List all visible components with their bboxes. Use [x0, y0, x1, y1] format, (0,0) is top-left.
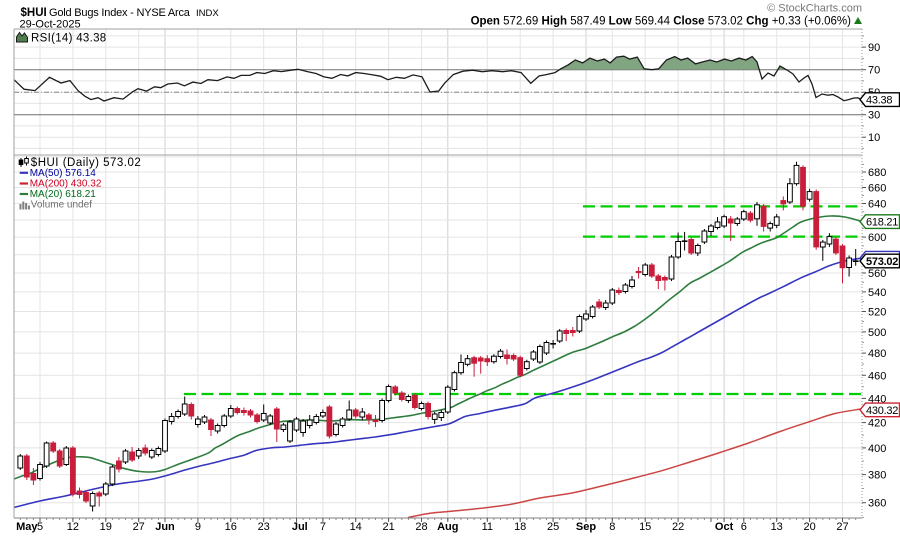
- svg-text:13: 13: [771, 521, 783, 533]
- svg-text:$HUI (Daily) 573.02: $HUI (Daily) 573.02: [31, 157, 141, 169]
- svg-text:11: 11: [482, 521, 493, 533]
- svg-text:420: 420: [868, 418, 886, 430]
- svg-text:20: 20: [803, 521, 815, 533]
- svg-text:MA(20) 618.21: MA(20) 618.21: [30, 189, 97, 200]
- svg-text:540: 540: [868, 287, 886, 299]
- svg-text:660: 660: [868, 183, 886, 195]
- svg-text:618.21: 618.21: [866, 217, 898, 229]
- svg-text:27: 27: [836, 521, 848, 533]
- svg-text:INDX: INDX: [196, 8, 219, 19]
- svg-text:16: 16: [225, 521, 237, 533]
- svg-text:May: May: [16, 521, 38, 533]
- svg-text:43.38: 43.38: [866, 95, 892, 107]
- svg-text:12: 12: [67, 521, 79, 533]
- svg-text:380: 380: [868, 470, 886, 482]
- svg-text:400: 400: [868, 443, 886, 455]
- svg-text:Sep: Sep: [576, 521, 596, 533]
- svg-text:MA(50) 576.14: MA(50) 576.14: [30, 168, 97, 179]
- svg-text:Oct: Oct: [715, 521, 734, 533]
- svg-text:600: 600: [868, 232, 886, 244]
- svg-text:14: 14: [350, 521, 362, 533]
- svg-text:90: 90: [868, 42, 880, 54]
- svg-text:460: 460: [868, 370, 886, 382]
- svg-text:Jul: Jul: [292, 521, 308, 533]
- svg-text:680: 680: [868, 167, 886, 179]
- svg-text:480: 480: [868, 348, 886, 360]
- svg-text:15: 15: [639, 521, 651, 533]
- svg-text:5: 5: [37, 521, 43, 533]
- svg-text:9: 9: [195, 521, 201, 533]
- svg-text:573.02: 573.02: [866, 256, 898, 268]
- svg-text:640: 640: [868, 199, 886, 211]
- svg-text:25: 25: [547, 521, 559, 533]
- svg-text:21: 21: [382, 521, 394, 533]
- svg-text:18: 18: [514, 521, 526, 533]
- svg-text:Jun: Jun: [155, 521, 175, 533]
- svg-text:Volume undef: Volume undef: [31, 200, 92, 211]
- svg-text:6: 6: [741, 521, 747, 533]
- svg-text:Open 572.69 High 587.49 Low 56: Open 572.69 High 587.49 Low 569.44 Close…: [471, 16, 852, 28]
- svg-text:500: 500: [868, 327, 886, 339]
- svg-text:28: 28: [415, 521, 427, 533]
- svg-text:27: 27: [133, 521, 145, 533]
- svg-text:19: 19: [100, 521, 112, 533]
- svg-text:22: 22: [672, 521, 684, 533]
- svg-text:360: 360: [868, 498, 886, 510]
- svg-text:RSI(14) 43.38: RSI(14) 43.38: [31, 33, 107, 45]
- svg-text:© StockCharts.com: © StockCharts.com: [767, 3, 862, 15]
- svg-text:70: 70: [868, 65, 880, 77]
- svg-text:MA(200) 430.32: MA(200) 430.32: [30, 178, 102, 189]
- svg-text:23: 23: [258, 521, 270, 533]
- svg-text:Aug: Aug: [437, 521, 458, 533]
- svg-text:29-Oct-2025: 29-Oct-2025: [20, 19, 81, 31]
- svg-text:Gold Bugs Index - NYSE Arca: Gold Bugs Index - NYSE Arca: [49, 7, 191, 19]
- svg-text:30: 30: [868, 110, 880, 122]
- svg-text:520: 520: [868, 307, 886, 319]
- svg-text:10: 10: [868, 132, 880, 144]
- svg-text:$HUI: $HUI: [21, 7, 47, 19]
- svg-text:8: 8: [609, 521, 615, 533]
- svg-text:430.32: 430.32: [866, 405, 898, 417]
- svg-text:560: 560: [868, 268, 886, 280]
- svg-text:7: 7: [320, 521, 326, 533]
